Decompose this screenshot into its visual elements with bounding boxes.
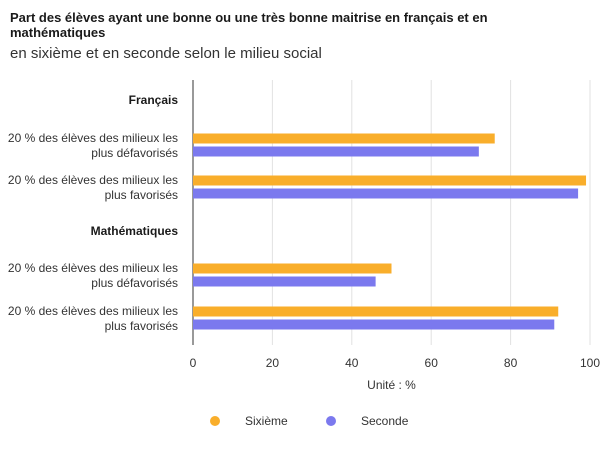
x-tick-label: 40 [345,356,359,370]
legend-label: Seconde [361,414,409,428]
bar-sixième [193,306,559,317]
x-tick-label: 100 [580,356,600,370]
group-label: Français [129,93,179,107]
x-tick-label: 20 [266,356,280,370]
bar-sixième [193,133,495,144]
x-tick-label: 0 [190,356,197,370]
x-tick-label: 80 [504,356,518,370]
x-axis-label: Unité : % [367,378,416,392]
category-label: plus défavorisés [91,276,178,290]
category-label: plus favorisés [105,319,178,333]
category-label: plus défavorisés [91,146,178,160]
chart-title: Part des élèves ayant une bonne ou une t… [10,10,488,40]
bar-seconde [193,276,376,287]
category-label: 20 % des élèves des milieux les [8,131,178,145]
bar-seconde [193,188,579,199]
chart-subtitle: en sixième et en seconde selon le milieu… [10,45,322,62]
legend-label: Sixième [245,414,288,428]
bar-sixième [193,263,392,274]
bar-sixième [193,175,587,186]
category-label: plus favorisés [105,188,178,202]
group-label: Mathématiques [91,224,179,238]
bar-seconde [193,146,479,157]
legend-marker [326,416,336,426]
category-label: 20 % des élèves des milieux les [8,173,178,187]
bar-seconde [193,319,555,330]
category-label: 20 % des élèves des milieux les [8,304,178,318]
category-label: 20 % des élèves des milieux les [8,261,178,275]
x-tick-label: 60 [425,356,439,370]
legend-marker [210,416,220,426]
